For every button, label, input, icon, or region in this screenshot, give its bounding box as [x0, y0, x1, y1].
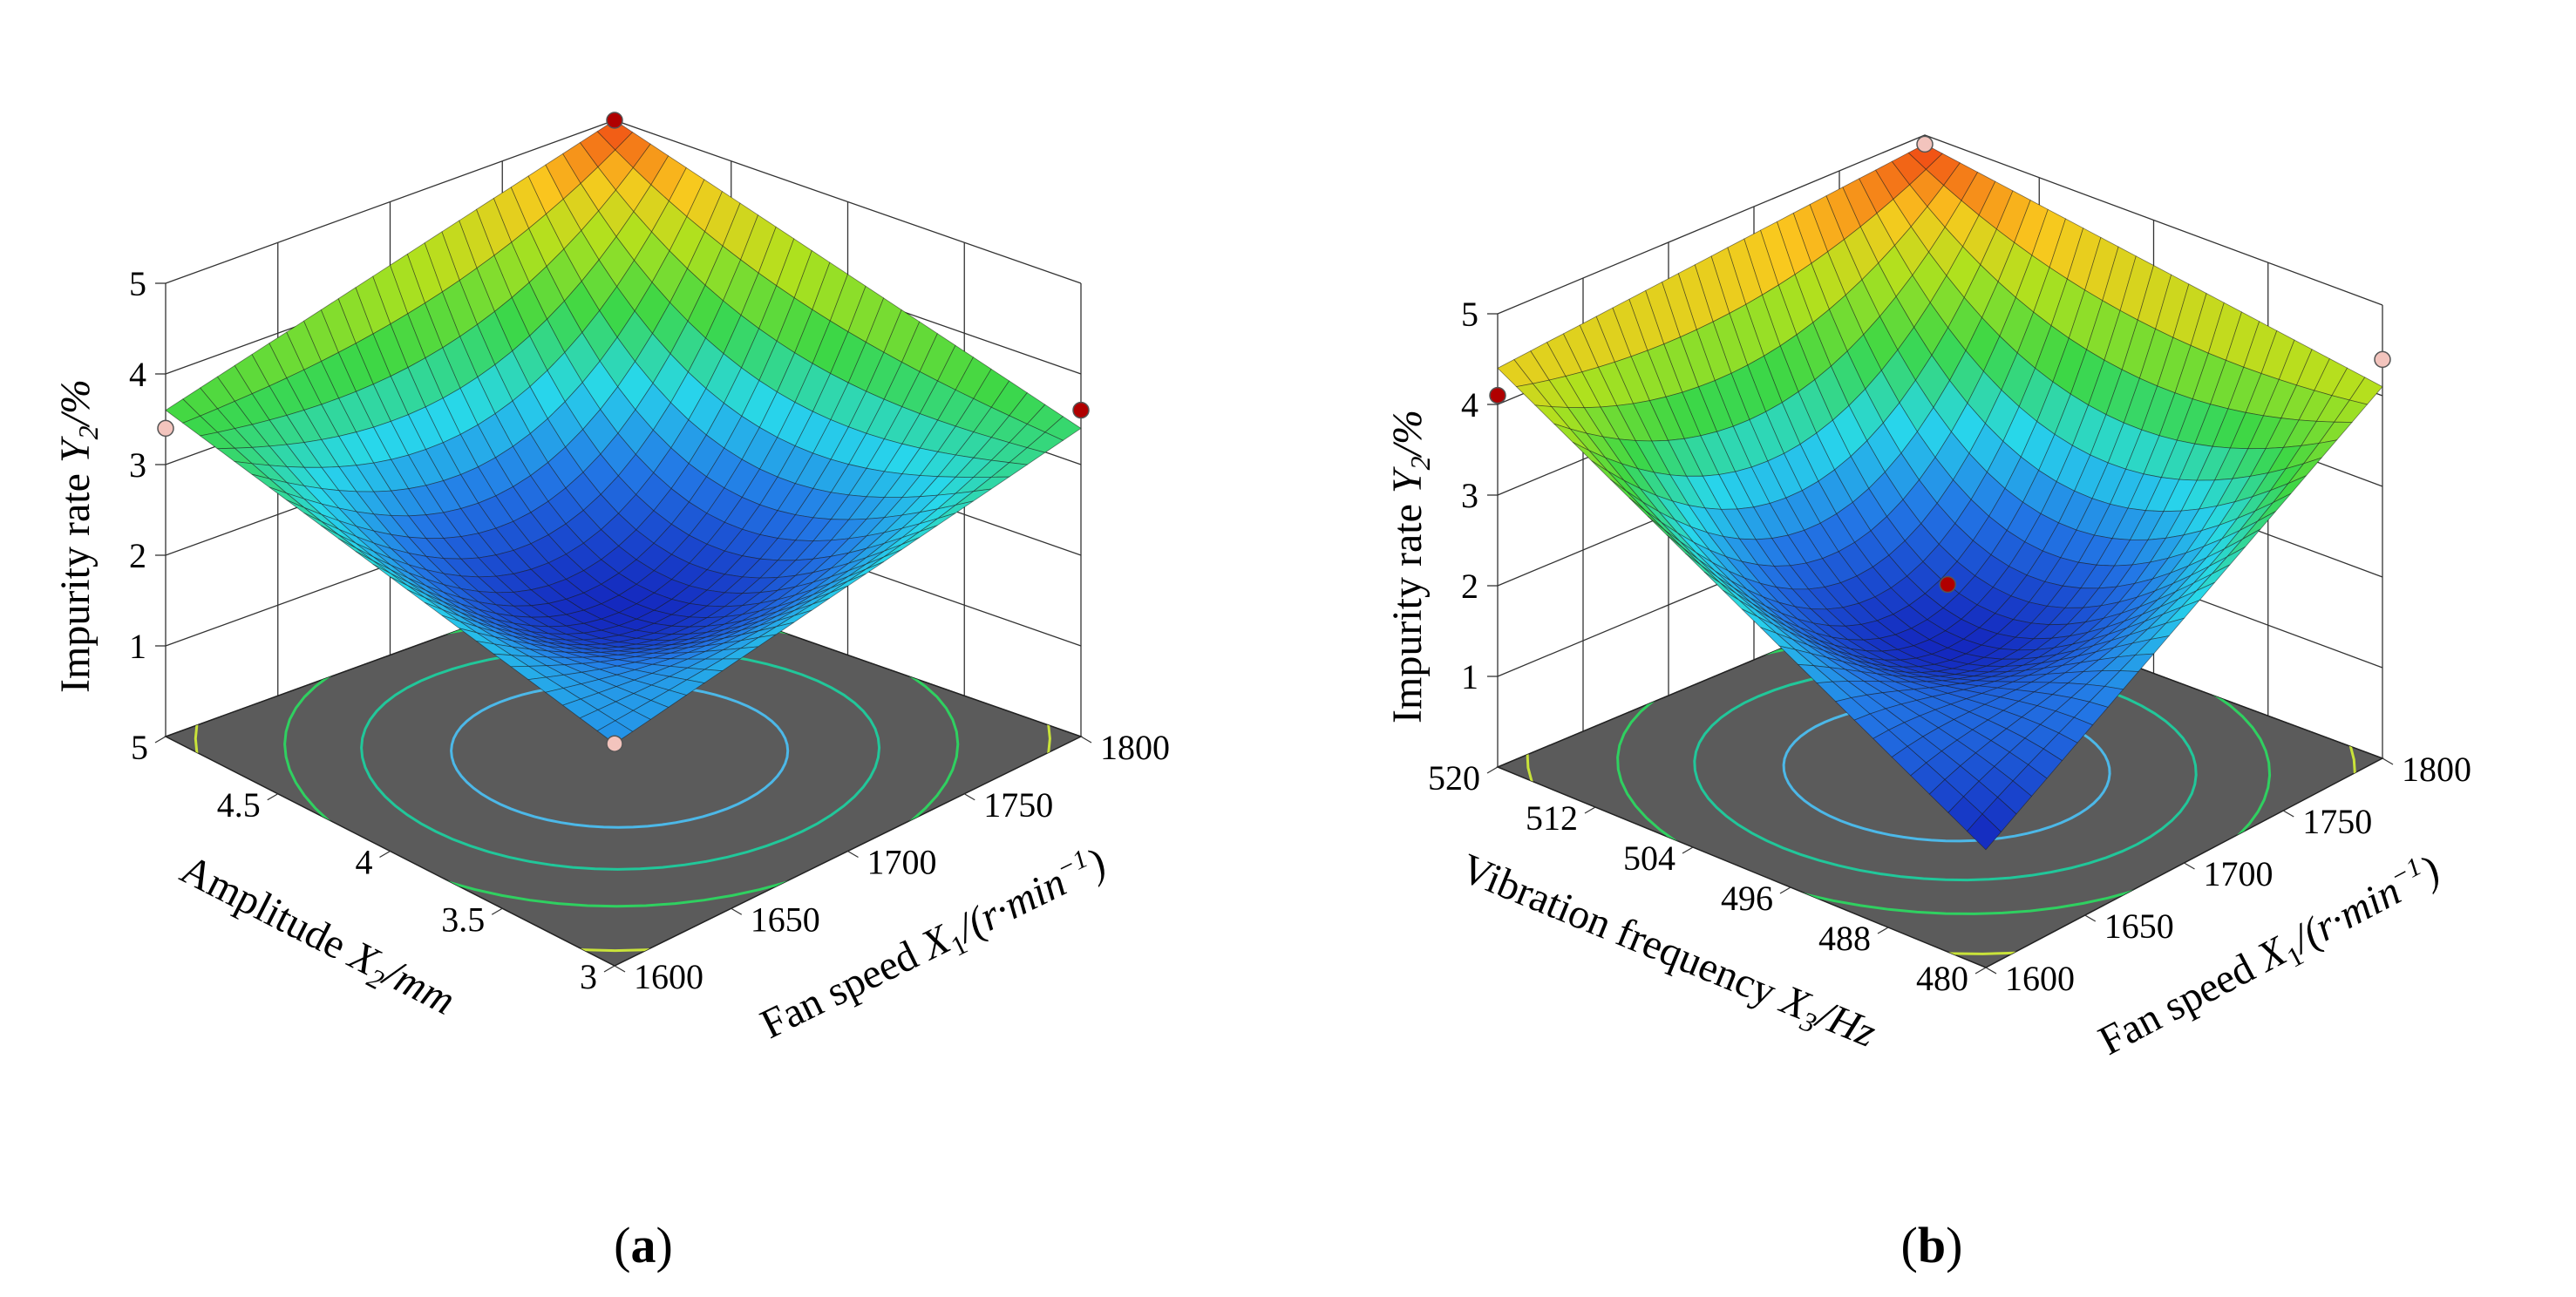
x-tick-label: 1800 [1100, 728, 1170, 767]
x-axis: 1600 1650 1700 1750 1800 [614, 728, 1170, 996]
x-tick [847, 850, 859, 859]
y-tick-label: 4.5 [217, 785, 261, 825]
x-tick [614, 965, 626, 973]
y-tick-label: 504 [1623, 839, 1675, 878]
panel-caption: (a) [614, 1217, 673, 1273]
response-surface [1497, 143, 2383, 851]
y-tick [154, 736, 167, 744]
x-tick [2084, 914, 2097, 922]
y-tick [379, 850, 391, 859]
y-axis-label: Amplitude X2/mm [171, 846, 462, 1029]
x-tick-label: 1600 [2005, 959, 2075, 998]
y-tick-label: 488 [1818, 919, 1871, 958]
y-tick-label: 496 [1721, 879, 1773, 918]
y-tick-label: 3.5 [441, 900, 485, 939]
x-tick-label: 1600 [634, 957, 703, 996]
z-axis-label: Impurity rate Y2/% [1384, 410, 1436, 723]
z-tick-label: 3 [1461, 476, 1478, 515]
z-tick-label: 5 [1461, 295, 1478, 334]
y-tick-label: 520 [1428, 758, 1480, 798]
response-surface [165, 119, 1082, 744]
x-tick-label: 1700 [2204, 854, 2274, 893]
y-tick-label: 5 [131, 728, 148, 767]
y-tick [603, 965, 615, 973]
y-tick [1584, 806, 1596, 814]
x-axis: 1600 1650 1700 1750 1800 [1985, 750, 2471, 998]
y-tick-label: 4 [356, 843, 373, 882]
z-axis: 1 2 3 4 5 [1461, 295, 1498, 696]
contour-line [1693, 663, 2198, 882]
design-point [1916, 135, 1934, 153]
z-axis: 1 2 3 4 5 [129, 264, 166, 666]
surface-facet [1966, 813, 2002, 851]
x-tick-label: 1800 [2402, 750, 2471, 789]
design-point [1072, 401, 1090, 419]
y-tick [1682, 846, 1694, 854]
x-tick-label: 1650 [751, 900, 820, 939]
contour-line [1782, 700, 2111, 843]
panel-caption: (b) [1901, 1217, 1963, 1273]
contour-line [360, 646, 881, 871]
y-axis: 3 3.5 4 4.5 5 [131, 728, 615, 996]
x-tick [731, 907, 743, 915]
z-tick-label: 1 [1461, 657, 1478, 696]
design-point [157, 419, 174, 438]
x-tick-label: 1750 [983, 785, 1053, 825]
x-tick-label: 1650 [2104, 907, 2174, 946]
y-tick [1779, 886, 1791, 894]
design-point [606, 735, 623, 752]
z-tick-label: 1 [129, 627, 146, 666]
z-tick-label: 4 [129, 355, 146, 394]
x-tick [1985, 967, 1997, 974]
x-tick [1080, 736, 1092, 744]
z-tick-label: 4 [1461, 385, 1478, 424]
z-axis-label: Impurity rate Y2/% [52, 379, 104, 693]
x-tick [963, 793, 975, 801]
design-points [1489, 135, 2391, 594]
x-tick [2382, 757, 2394, 765]
contour-line [450, 682, 790, 829]
y-tick [491, 907, 503, 915]
x-tick-label: 1750 [2302, 802, 2372, 841]
x-tick [2282, 810, 2294, 818]
z-tick-label: 3 [129, 445, 146, 485]
y-tick-label: 480 [1916, 959, 1968, 998]
design-points [157, 112, 1090, 752]
y-axis: 480 488 496 504 512 520 [1428, 758, 1987, 998]
y-tick [267, 793, 279, 801]
y-tick-label: 512 [1526, 798, 1578, 838]
design-point [2374, 350, 2391, 369]
design-point [1489, 386, 1506, 404]
design-point [1939, 575, 1956, 594]
z-tick-label: 2 [129, 536, 146, 575]
y-tick [1877, 927, 1889, 934]
z-tick-label: 5 [129, 264, 146, 303]
x-tick-label: 1700 [867, 843, 937, 882]
design-point [606, 112, 623, 129]
y-tick [1974, 967, 1987, 974]
x-tick [2184, 862, 2195, 870]
z-tick-label: 2 [1461, 567, 1478, 606]
y-tick [1486, 766, 1499, 774]
y-tick-label: 3 [580, 957, 597, 996]
